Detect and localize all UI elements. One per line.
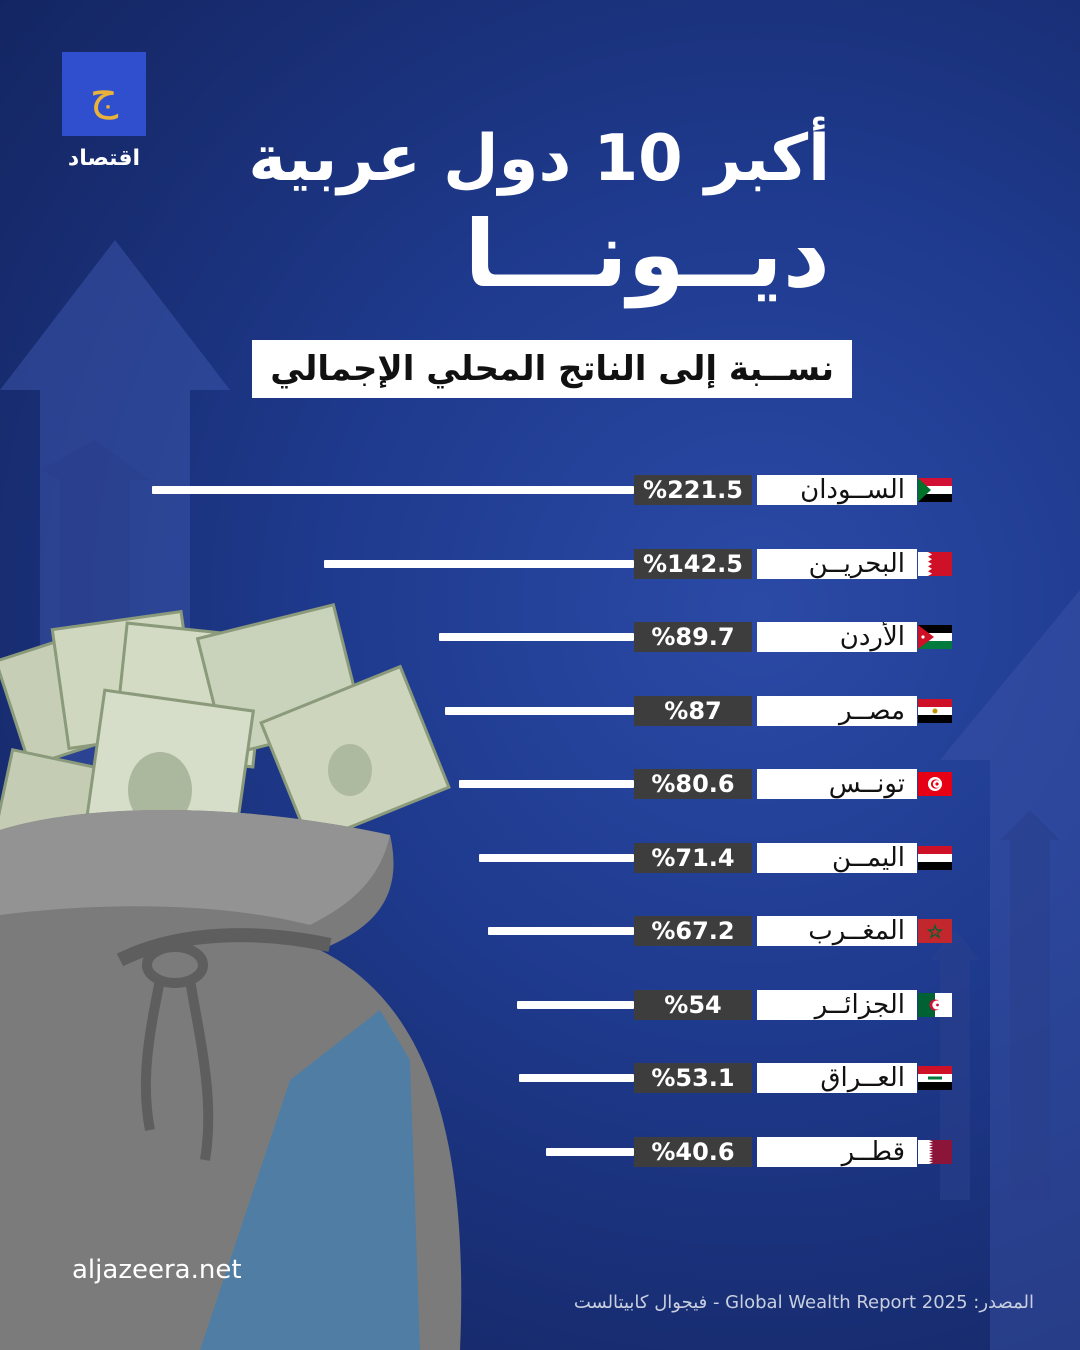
algeria-flag-icon xyxy=(918,992,952,1017)
country-label: تونــس xyxy=(757,769,917,799)
jordan-flag-icon xyxy=(918,625,952,649)
bar xyxy=(438,633,634,641)
aljazeera-logo-icon: ج xyxy=(89,68,119,120)
value-label: %221.5 xyxy=(634,475,752,505)
qatar-flag-icon xyxy=(918,1139,952,1164)
page-title: أكبر 10 دول عربية ديــونـــا xyxy=(190,118,830,310)
yemen-flag-icon xyxy=(918,845,952,870)
value-label: %67.2 xyxy=(634,916,752,946)
bar xyxy=(152,486,634,494)
bar xyxy=(324,559,634,568)
bar xyxy=(444,706,634,715)
value-label: %54 xyxy=(634,989,752,1020)
arrow-shape xyxy=(1000,810,1060,1200)
value-label: %40.6 xyxy=(634,1136,752,1167)
website-domain: aljazeera.net xyxy=(72,1255,242,1285)
title-line-2: ديــونـــا xyxy=(464,201,830,308)
value-label: %53.1 xyxy=(634,1063,752,1093)
aljazeera-logo: ج xyxy=(62,52,146,136)
country-label: اليمــن xyxy=(757,842,917,873)
tunisia-flag-icon xyxy=(918,772,952,796)
bar xyxy=(516,1000,634,1009)
title-line-1: أكبر 10 دول عربية xyxy=(248,122,830,196)
country-label: العــراق xyxy=(757,1063,917,1093)
banknotes xyxy=(0,603,451,883)
sudan-flag-icon xyxy=(918,478,952,502)
country-label: البحريــن xyxy=(757,548,917,579)
value-label: %89.7 xyxy=(634,622,752,652)
country-label: مصــر xyxy=(757,695,917,726)
bar xyxy=(518,1074,634,1082)
value-label: %142.5 xyxy=(634,548,752,579)
money-bag-illustration xyxy=(0,603,462,1350)
morocco-flag-icon xyxy=(918,919,952,943)
bar xyxy=(478,853,634,862)
country-label: الأردن xyxy=(757,622,917,652)
value-label: %87 xyxy=(634,695,752,726)
country-label: الســودان xyxy=(757,475,917,505)
bar xyxy=(458,780,634,788)
bar xyxy=(487,927,634,935)
value-label: %80.6 xyxy=(634,769,752,799)
country-label: الجزائــر xyxy=(757,989,917,1020)
country-label: المغــرب xyxy=(757,916,917,946)
bar xyxy=(545,1147,634,1156)
egypt-flag-icon xyxy=(918,698,952,723)
country-label: قطــر xyxy=(757,1136,917,1167)
source-note: المصدر: Global Wealth Report 2025 - فيجو… xyxy=(573,1292,1034,1313)
iraq-flag-icon xyxy=(918,1066,952,1090)
subtitle: نســبة إلى الناتج المحلي الإجمالي xyxy=(252,340,852,398)
logo-label: اقتصاد xyxy=(67,146,141,171)
bahrain-flag-icon xyxy=(918,551,952,576)
value-label: %71.4 xyxy=(634,842,752,873)
